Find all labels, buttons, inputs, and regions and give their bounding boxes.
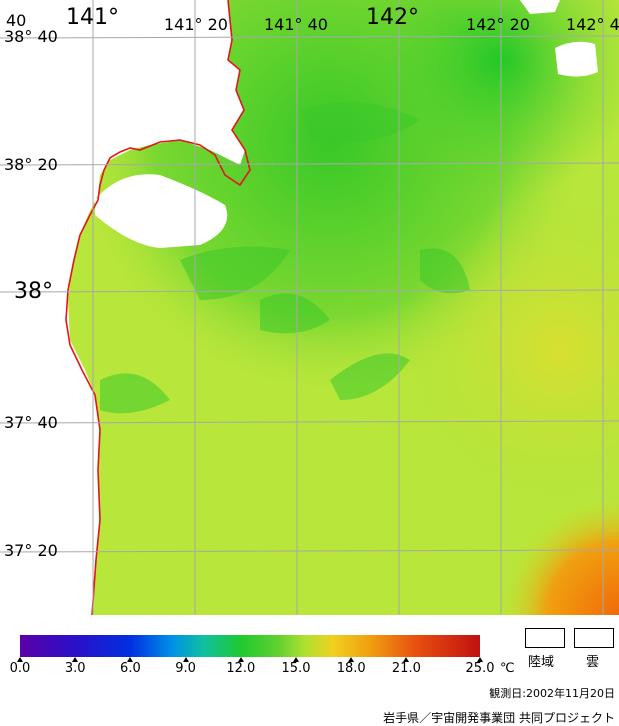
colorbar-tick-mark <box>348 657 355 662</box>
colorbar-tick-mark <box>293 657 299 662</box>
lat-label-38-40: 38° 40 <box>4 27 58 46</box>
cloud-patch-ne <box>555 41 598 77</box>
colorbar-tick-label: 12.0 <box>226 661 256 676</box>
corner-label: 40 <box>6 11 26 30</box>
lon-label-141-20: 141° 20 <box>164 15 228 34</box>
colorbar-tick-mark <box>403 657 410 662</box>
cloud-patch-bay <box>95 174 228 248</box>
lat-label-37-40: 37° 40 <box>4 413 58 432</box>
observation-date: 観測日:2002年11月20日 <box>489 687 615 700</box>
colorbar-unit: ℃ <box>500 661 515 676</box>
eddy-features <box>100 102 470 414</box>
land-area <box>0 0 245 615</box>
lon-label-142-20: 142° 20 <box>466 15 530 34</box>
land-legend-label: 陸域 <box>528 655 555 670</box>
land-legend-swatch <box>525 628 565 648</box>
legend-panel: 0.0 3.0 6.0 9.0 12.0 15.0 18.0 21.0 25.0 ℃ 陸域 雲 … <box>0 615 619 725</box>
cloud-legend-label: 雲 <box>586 655 600 670</box>
colorbar-tick-label: 0.0 <box>9 661 31 676</box>
latitude-labels: 40 38° 40 38° 20 38° 37° 40 37° 20 <box>4 11 58 560</box>
coastline <box>65 0 251 615</box>
lat-label-38-20: 38° 20 <box>4 155 58 174</box>
project-credit: 岩手県／宇宙開発事業団 共同プロジェクト <box>383 711 615 725</box>
cloud-legend-swatch <box>574 628 614 648</box>
colorbar-tick-mark <box>477 657 483 662</box>
sea-surface-temperature-map: 141° 141° 20 141° 40 142° 142° 20 142° 4… <box>0 0 619 615</box>
colorbar-tick-mark <box>127 657 134 662</box>
lon-label-141-40: 141° 40 <box>264 15 328 34</box>
colorbar-tick-label: 15.0 <box>281 661 311 676</box>
lon-label-142: 142° <box>366 5 419 30</box>
colorbar-tick-mark <box>182 657 189 662</box>
colorbar-tick-label: 21.0 <box>391 661 421 676</box>
colorbar-tick-label: 6.0 <box>120 661 141 676</box>
longitude-labels: 141° 141° 20 141° 40 142° 142° 20 142° 4 <box>66 5 619 34</box>
cloud-patch-top <box>520 0 560 14</box>
colorbar-tick-label: 25.0 <box>465 661 495 676</box>
colorbar-tick-label: 3.0 <box>64 661 86 676</box>
lat-label-37-20: 37° 20 <box>4 541 58 560</box>
colorbar-tick-mark <box>237 657 244 662</box>
lat-label-38: 38° <box>14 279 53 304</box>
colorbar-tick-mark <box>72 657 79 662</box>
colorbar-tick-label: 18.0 <box>336 661 366 676</box>
lon-label-142-4: 142° 4 <box>566 15 619 34</box>
coordinate-grid <box>0 0 619 615</box>
colorbar-tick-mark <box>17 657 23 662</box>
colorbar-tick-label: 9.0 <box>175 661 196 676</box>
lon-label-141: 141° <box>66 5 119 30</box>
temperature-colorbar <box>20 635 480 657</box>
